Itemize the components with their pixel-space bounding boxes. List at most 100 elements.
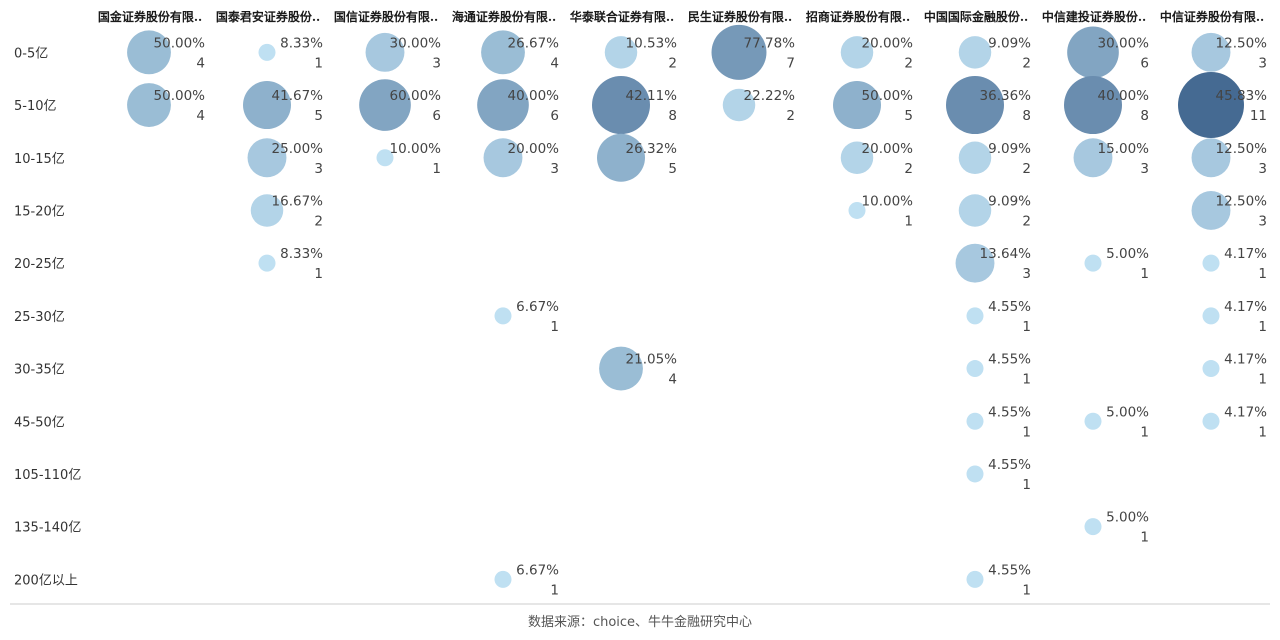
bubble-percent-label: 4.55% xyxy=(988,562,1031,578)
bubble-count-label: 11 xyxy=(1250,108,1267,124)
bubble-percent-label: 21.05% xyxy=(626,352,678,368)
bubble-percent-label: 20.00% xyxy=(508,141,560,157)
bubble xyxy=(840,36,874,69)
bubble-count-label: 1 xyxy=(1022,477,1031,493)
bubble xyxy=(494,570,512,588)
bubble-count-label: 7 xyxy=(786,55,795,71)
bubble-percent-label: 45.83% xyxy=(1216,88,1268,104)
bubble xyxy=(946,76,1004,135)
bubble-percent-label: 12.50% xyxy=(1216,141,1268,157)
bubble-count-label: 1 xyxy=(1140,530,1149,546)
bubble xyxy=(958,194,992,227)
bubble-percent-label: 16.67% xyxy=(272,193,324,209)
bubble-percent-label: 5.00% xyxy=(1106,510,1149,526)
bubble xyxy=(1178,72,1244,139)
bubble-count-label: 3 xyxy=(1258,213,1267,229)
bubble xyxy=(1191,138,1231,178)
bubble-percent-label: 8.33% xyxy=(280,35,323,51)
bubble-percent-label: 26.32% xyxy=(626,141,678,157)
row-label: 10-15亿 xyxy=(14,152,65,167)
bubble-count-label: 1 xyxy=(314,266,323,282)
bubble-count-label: 4 xyxy=(550,55,559,71)
bubble-percent-label: 10.00% xyxy=(390,141,442,157)
bubble-count-label: 2 xyxy=(904,55,913,71)
bubble xyxy=(597,133,645,182)
bubble xyxy=(966,570,984,588)
column-header: 海通证券股份有限.. xyxy=(452,9,556,24)
bubble-percent-label: 41.67% xyxy=(272,88,324,104)
bubble-percent-label: 9.09% xyxy=(988,141,1031,157)
bubble-count-label: 1 xyxy=(432,161,441,177)
bubble-count-label: 2 xyxy=(1022,161,1031,177)
bubble-percent-label: 30.00% xyxy=(390,35,442,51)
bubble-percent-label: 6.67% xyxy=(516,299,559,315)
bubble xyxy=(711,24,767,80)
bubble-count-label: 1 xyxy=(1140,424,1149,440)
bubble xyxy=(966,412,984,430)
column-header: 国泰君安证券股份.. xyxy=(216,9,320,24)
bubble xyxy=(840,141,874,174)
bubble xyxy=(1202,412,1220,430)
bubble-percent-label: 4.17% xyxy=(1224,299,1267,315)
row-label: 15-20亿 xyxy=(14,204,65,219)
bubble-count-label: 3 xyxy=(1258,55,1267,71)
bubble-percent-label: 12.50% xyxy=(1216,193,1268,209)
bubble xyxy=(127,30,171,75)
bubble xyxy=(359,79,411,131)
bubble-count-label: 4 xyxy=(196,108,205,124)
bubble-percent-label: 15.00% xyxy=(1098,141,1150,157)
bubble-percent-label: 12.50% xyxy=(1216,35,1268,51)
column-header: 招商证券股份有限.. xyxy=(806,9,910,24)
bubble xyxy=(1067,26,1119,79)
bubble-percent-label: 20.00% xyxy=(862,141,914,157)
column-headers: 国金证券股份有限.. 国泰君安证券股份.. 国信证券股份有限.. 海通证券股份有限..… xyxy=(98,9,1264,24)
bubble xyxy=(604,36,638,69)
bubble-count-label: 3 xyxy=(432,55,441,71)
bubble-count-label: 5 xyxy=(904,108,913,124)
bubble-percent-label: 4.17% xyxy=(1224,352,1267,368)
bubble-percent-label: 4.55% xyxy=(988,299,1031,315)
bubble xyxy=(722,88,756,122)
bubble xyxy=(958,36,992,69)
row-label: 25-30亿 xyxy=(14,310,65,325)
bubble-count-label: 8 xyxy=(1022,108,1031,124)
bubbles: 50.00%450.00%48.33%141.67%525.00%316.67%… xyxy=(127,24,1268,598)
bubble-percent-label: 9.09% xyxy=(988,35,1031,51)
column-header: 中信建投证券股份.. xyxy=(1042,9,1146,24)
row-label: 30-35亿 xyxy=(14,363,65,378)
bubble-percent-label: 40.00% xyxy=(1098,88,1150,104)
bubble xyxy=(1202,254,1220,272)
bubble-percent-label: 22.22% xyxy=(744,88,796,104)
bubble-percent-label: 4.17% xyxy=(1224,404,1267,420)
bubble-count-label: 1 xyxy=(1258,372,1267,388)
bubble-count-label: 1 xyxy=(1258,266,1267,282)
bubble xyxy=(833,81,881,130)
bubble xyxy=(1073,138,1113,178)
bubble-count-label: 6 xyxy=(1140,55,1149,71)
row-label: 135-140亿 xyxy=(14,521,81,536)
bubble xyxy=(477,79,529,131)
bubble-percent-label: 4.55% xyxy=(988,457,1031,473)
bubble-percent-label: 10.00% xyxy=(862,193,914,209)
bubble-percent-label: 40.00% xyxy=(508,88,560,104)
bubble-count-label: 3 xyxy=(314,161,323,177)
bubble xyxy=(592,76,650,135)
bubble-count-label: 3 xyxy=(1258,161,1267,177)
bubble-count-label: 3 xyxy=(1022,266,1031,282)
bubble-count-label: 2 xyxy=(668,55,677,71)
bubble xyxy=(483,138,523,178)
bubble-percent-label: 50.00% xyxy=(154,88,206,104)
bubble xyxy=(1084,254,1102,272)
bubble-percent-label: 30.00% xyxy=(1098,35,1150,51)
bubble-count-label: 1 xyxy=(904,213,913,229)
bubble xyxy=(1191,32,1231,72)
bubble-percent-label: 4.55% xyxy=(988,352,1031,368)
bubble xyxy=(966,360,984,378)
bubble-count-label: 1 xyxy=(550,319,559,335)
bubble-count-label: 1 xyxy=(1022,319,1031,335)
bubble-count-label: 4 xyxy=(668,372,677,388)
bubble-percent-label: 42.11% xyxy=(626,88,678,104)
bubble-percent-label: 4.17% xyxy=(1224,246,1267,262)
column-header: 国金证券股份有限.. xyxy=(98,9,202,24)
row-label: 0-5亿 xyxy=(14,46,48,61)
